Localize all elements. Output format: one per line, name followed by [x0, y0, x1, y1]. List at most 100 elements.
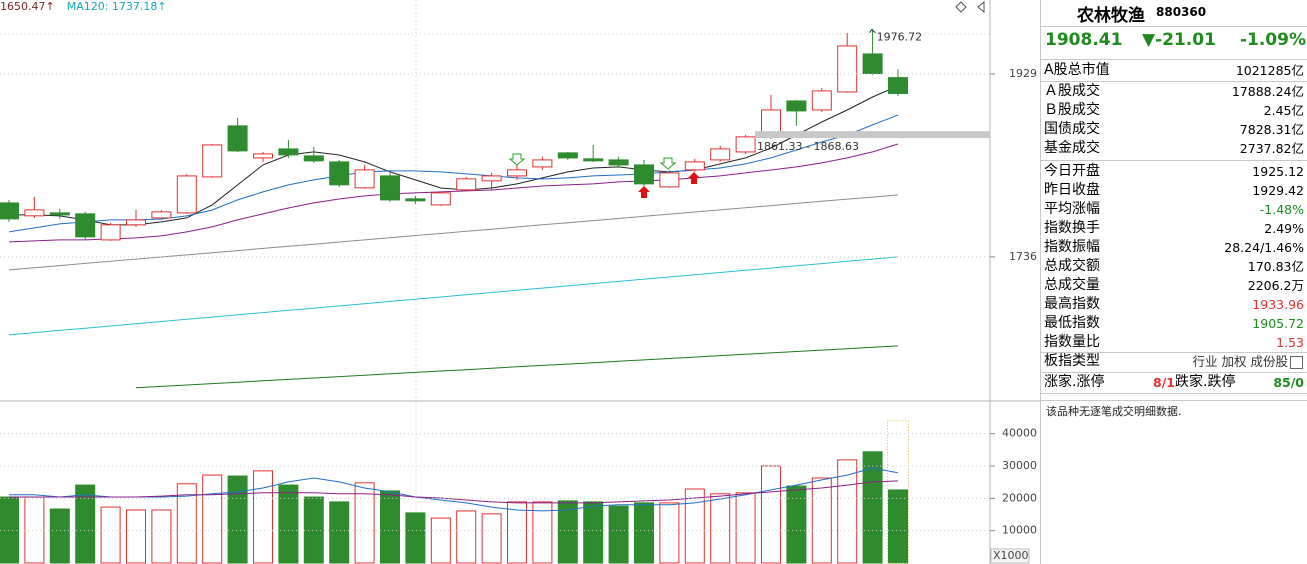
y-tick-label: 10000 — [1002, 524, 1037, 537]
candle-body — [583, 158, 604, 162]
info-row: 总成交额 170.83亿 — [1041, 257, 1306, 276]
y-tick-label: 1929 — [1009, 67, 1037, 80]
candle-body — [837, 45, 858, 93]
y-tick-label: 30000 — [1002, 459, 1037, 472]
sep — [1041, 26, 1307, 27]
candle-body — [684, 161, 705, 171]
candle-body — [862, 53, 883, 75]
row-label: 涨家.涨停 — [1044, 374, 1105, 390]
ma-line — [9, 85, 899, 226]
volume-bar — [151, 509, 172, 564]
candle-body — [0, 202, 19, 220]
candle-body — [278, 148, 299, 156]
sep — [1041, 81, 1307, 82]
candle-body — [532, 159, 553, 168]
volume-bar — [659, 502, 680, 564]
candle-body — [786, 100, 807, 112]
volume-bar — [583, 501, 604, 564]
info-row: A股总市值 1021285亿 — [1041, 61, 1306, 80]
row-label: Ａ股成交 — [1044, 83, 1100, 99]
candle-body — [253, 153, 273, 159]
row-value: 17888.24亿 — [1231, 84, 1304, 99]
candle-body — [481, 175, 502, 182]
volume-bar — [202, 474, 223, 564]
candle-body — [202, 144, 223, 178]
volume-bar — [507, 501, 527, 564]
note: 该品种无逐笔成交明细数据. — [1046, 405, 1182, 418]
row-label: 今日开盘 — [1044, 163, 1100, 179]
volume-bar — [888, 489, 908, 564]
candle-body — [888, 77, 908, 94]
icon[interactable] — [955, 1, 967, 13]
info-row: Ｂ股成交 2.45亿 — [1041, 101, 1306, 120]
volume-bar — [532, 501, 553, 564]
row-value: 2737.82亿 — [1239, 141, 1304, 156]
row-value: 8/1 — [1153, 375, 1175, 390]
candle-body — [710, 148, 731, 161]
info-row: Ａ股成交 17888.24亿 — [1041, 82, 1306, 101]
row-value: 1929.42 — [1252, 183, 1304, 198]
sector-name: 农林牧渔 — [1077, 6, 1145, 26]
info-panel: 农林牧渔 880360 1908.41 ▼-21.01 -1.09% A股总市值 10212… — [1040, 0, 1307, 564]
volume-bar — [761, 465, 781, 564]
row-value: 1021285亿 — [1235, 63, 1304, 78]
gap-band — [755, 131, 990, 139]
volume-bar — [0, 496, 19, 564]
info-row: 国债成交 7828.31亿 — [1041, 120, 1306, 139]
volume-pane — [0, 420, 909, 564]
axes: 1736 1929 1861.33 - 1868.63 1976.72 1650.47↑… — [0, 0, 1037, 564]
gap-label: 1861.33 - 1868.63 — [757, 140, 859, 153]
info-row: 板指类型 行业 加权 成份股 — [1041, 352, 1306, 371]
icon[interactable] — [977, 0, 985, 14]
price-pane — [0, 28, 908, 389]
row-value: 2.49% — [1264, 221, 1304, 236]
row-value: 2.45亿 — [1263, 103, 1304, 118]
sep — [1041, 393, 1307, 394]
signal-arrow — [638, 186, 650, 198]
sector-code: 880360 — [1156, 5, 1207, 19]
candle-body — [557, 152, 578, 159]
signal-arrow — [688, 172, 700, 184]
projected-volume — [887, 420, 909, 564]
dropdown[interactable] — [1290, 356, 1303, 369]
row-value: -1.48% — [1259, 202, 1304, 217]
ma-line — [9, 480, 899, 504]
signal-arrow — [508, 153, 526, 166]
volume-bar — [49, 508, 70, 564]
candle-body — [354, 169, 375, 189]
candle-body — [176, 175, 197, 214]
candle-body — [634, 164, 654, 185]
volume-bar — [456, 510, 477, 564]
ma-line — [8, 143, 899, 243]
volume-bar — [608, 505, 629, 564]
volume-bar — [253, 470, 273, 564]
y-tick-label: 20000 — [1002, 491, 1037, 504]
candle-body — [507, 169, 527, 177]
y-tick-label: 40000 — [1002, 427, 1037, 440]
volume-bar — [354, 482, 375, 564]
high-marker — [869, 28, 876, 34]
volume-bar — [710, 493, 731, 564]
row-value: 1925.12 — [1252, 164, 1304, 179]
info-row: 平均涨幅 -1.48% — [1041, 200, 1306, 219]
row-value: 170.83亿 — [1247, 259, 1304, 274]
candle-body — [227, 125, 248, 152]
change: ▼-21.01 — [1142, 30, 1216, 50]
sep — [1041, 352, 1307, 353]
row-label: 国债成交 — [1044, 121, 1100, 137]
volume-bar — [100, 506, 121, 564]
row-label: 总成交额 — [1044, 258, 1100, 274]
row-value: 1.53 — [1276, 335, 1304, 350]
candle-body — [380, 175, 400, 201]
row-value: 1933.96 — [1252, 297, 1304, 312]
candle-body — [24, 209, 45, 217]
info-row: 最高指数 1933.96 — [1041, 295, 1306, 314]
volume-bar — [380, 490, 400, 564]
candle-body — [456, 178, 477, 191]
sep — [1041, 59, 1307, 60]
volume-bar — [811, 477, 832, 564]
volume-bar — [176, 483, 197, 564]
candle-body — [430, 192, 451, 206]
row-label: 指数振幅 — [1044, 239, 1100, 255]
